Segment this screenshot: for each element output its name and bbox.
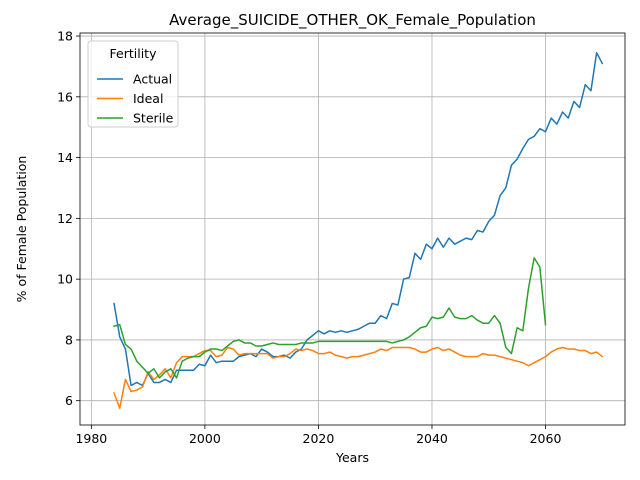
legend: Fertility Actual Ideal Sterile bbox=[88, 41, 178, 127]
legend-label-sterile: Sterile bbox=[133, 111, 174, 126]
y-tick-label: 14 bbox=[57, 150, 73, 165]
y-tick-label: 16 bbox=[57, 89, 73, 104]
x-tick-label: 1980 bbox=[75, 431, 107, 446]
legend-label-actual: Actual bbox=[133, 72, 172, 87]
y-axis-label: % of Female Population bbox=[14, 156, 29, 303]
x-tick-label: 2000 bbox=[189, 431, 221, 446]
legend-items: Actual Ideal Sterile bbox=[97, 72, 174, 126]
y-tick-label: 10 bbox=[57, 272, 73, 287]
x-axis-label: Years bbox=[335, 450, 369, 465]
legend-title: Fertility bbox=[110, 46, 158, 61]
y-tick-label: 6 bbox=[65, 393, 73, 408]
legend-label-ideal: Ideal bbox=[133, 91, 163, 106]
x-tick-label: 2020 bbox=[303, 431, 335, 446]
y-tick-label: 8 bbox=[65, 332, 73, 347]
x-tick-label: 2040 bbox=[416, 431, 448, 446]
y-tick-label: 12 bbox=[57, 211, 73, 226]
x-tick-label: 2060 bbox=[530, 431, 562, 446]
chart-title: Average_SUICIDE_OTHER_OK_Female_Populati… bbox=[169, 11, 536, 30]
y-tick-label: 18 bbox=[57, 29, 73, 44]
